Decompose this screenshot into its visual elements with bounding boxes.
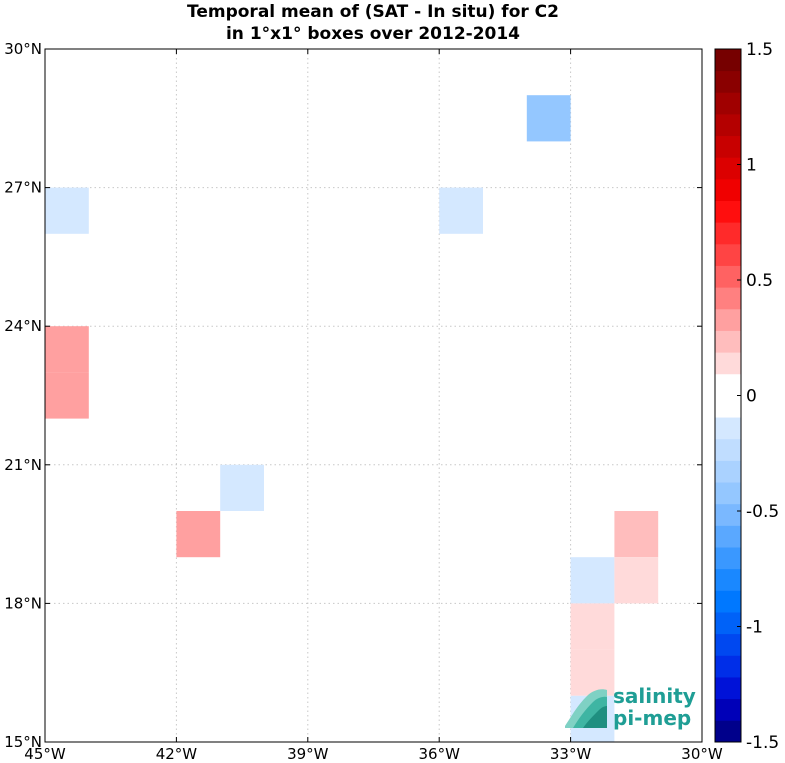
colorbar-segment <box>715 698 741 721</box>
colorbar-segment <box>715 612 741 635</box>
colorbar-segment <box>715 460 741 483</box>
plot-frame <box>44 48 703 743</box>
x-tick-label: 42°W <box>156 745 198 763</box>
colorbar-segment <box>715 655 741 678</box>
colorbar-segment <box>715 49 741 72</box>
data-cell <box>220 464 264 511</box>
salinity-pi-mep-logo: salinity pi-mep <box>565 684 696 730</box>
colorbar-tick-label: -0.5 <box>746 502 779 522</box>
y-tick-label: 24°N <box>4 317 42 335</box>
y-tick-label: 30°N <box>4 40 42 58</box>
colorbar-segment <box>715 525 741 548</box>
colorbar-segment <box>715 265 741 288</box>
data-cell <box>176 511 221 558</box>
colorbar-segment <box>715 92 741 115</box>
colorbar-segment <box>715 178 741 201</box>
data-cell <box>439 187 483 234</box>
axis-ticks: 45°W 42°W 39°W 36°W 33°W 30°W 30°N 27°N 24°N 21°N… <box>4 40 723 763</box>
logo-wave-icon <box>565 689 607 728</box>
data-cell <box>45 326 89 373</box>
data-cell <box>614 511 659 558</box>
data-cell <box>570 649 615 696</box>
colorbar-segment <box>715 417 741 440</box>
data-cell <box>570 557 615 604</box>
data-cell <box>526 95 571 142</box>
colorbar-tick-label: 1 <box>746 156 757 176</box>
data-cell <box>614 557 659 604</box>
colorbar-segment <box>715 243 741 266</box>
data-cells <box>45 95 659 742</box>
colorbar-segment <box>715 113 741 137</box>
y-tick-label: 18°N <box>4 594 42 612</box>
colorbar-segment <box>715 395 741 418</box>
chart-subtitle: in 1°x1° boxes over 2012-2014 <box>226 24 520 44</box>
colorbar-segment <box>715 200 741 223</box>
colorbar-segment <box>715 438 741 461</box>
colorbar-tick-label: 0.5 <box>746 271 773 291</box>
colorbar-segment <box>715 503 741 526</box>
colorbar-tick-label: 0 <box>746 387 757 407</box>
y-tick-label: 21°N <box>4 456 42 474</box>
colorbar-tick-label: 1.5 <box>746 40 773 60</box>
colorbar-segment <box>715 568 741 591</box>
x-tick-label: 45°W <box>24 745 66 763</box>
colorbar-segment <box>715 373 741 396</box>
logo-line2: pi-mep <box>613 706 691 730</box>
colorbar-segment <box>715 352 741 375</box>
data-cell <box>45 372 89 419</box>
y-tick-label: 15°N <box>4 733 42 751</box>
colorbar-segment <box>715 547 741 570</box>
x-tick-label: 39°W <box>287 745 329 763</box>
colorbar-segment <box>715 157 741 180</box>
colorbar-segment <box>715 330 741 353</box>
data-cell <box>570 603 615 650</box>
colorbar-segment <box>715 308 741 331</box>
colorbar-segment <box>715 590 741 613</box>
colorbar-segment <box>715 677 741 700</box>
x-tick-label: 33°W <box>550 745 592 763</box>
y-tick-label: 27°N <box>4 179 42 197</box>
colorbar-segment <box>715 720 741 743</box>
colorbar-segment <box>715 633 741 656</box>
data-cell <box>45 187 89 234</box>
chart-title: Temporal mean of (SAT - In situ) for C2 <box>187 2 559 22</box>
colorbar-tick-label: -1.5 <box>746 733 779 753</box>
x-tick-label: 30°W <box>681 745 723 763</box>
x-tick-label: 36°W <box>418 745 460 763</box>
logo-line1: salinity <box>613 684 696 708</box>
colorbar-segment <box>715 482 741 505</box>
colorbar-segment <box>715 70 741 93</box>
colorbar: 1.5 1 0.5 0 -0.5 -1 -1.5 <box>714 40 779 753</box>
colorbar-segment <box>715 135 741 158</box>
colorbar-tick-label: -1 <box>746 618 763 638</box>
colorbar-segment <box>715 222 741 245</box>
colorbar-segment <box>715 287 741 310</box>
